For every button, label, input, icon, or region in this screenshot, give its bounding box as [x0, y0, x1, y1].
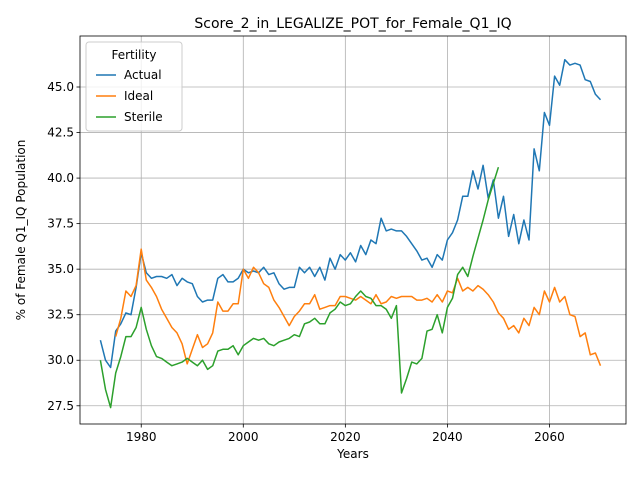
legend-box	[85, 41, 183, 132]
legend-label-sterile: Sterile	[124, 110, 163, 124]
x-tick-label: 2060	[534, 430, 565, 444]
y-tick-label: 45.0	[47, 80, 74, 94]
x-tick-label: 2020	[330, 430, 361, 444]
y-tick-label: 42.5	[47, 126, 74, 140]
y-tick-label: 30.0	[47, 353, 74, 367]
series-line-ideal	[114, 248, 602, 366]
y-tick-label: 40.0	[47, 171, 74, 185]
legend-label-ideal: Ideal	[124, 89, 153, 103]
legend: Fertility Actual Ideal Sterile	[85, 41, 183, 132]
x-tick-label: 1980	[126, 430, 157, 444]
series-line-sterile	[99, 166, 500, 409]
y-tick-label: 27.5	[47, 399, 74, 413]
chart-title: Score_2_in_LEGALIZE_POT_for_Female_Q1_IQ	[194, 16, 511, 32]
y-tick-label: 32.5	[47, 308, 74, 322]
y-axis-label: % of Female Q1_IQ Population	[14, 140, 28, 321]
y-tick-label: 35.0	[47, 262, 74, 276]
plot-frame	[79, 35, 627, 425]
x-axis-label: Years	[336, 447, 369, 461]
legend-label-actual: Actual	[124, 68, 162, 82]
x-tick-label: 2040	[432, 430, 463, 444]
x-axis: 1980 2000 2020 2040 2060	[126, 424, 565, 444]
series-line-actual	[99, 58, 602, 369]
series-layer	[99, 58, 602, 409]
y-axis: 27.5 30.0 32.5 35.0 37.5 40.0 42.5 45.0	[47, 80, 80, 413]
y-tick-label: 37.5	[47, 217, 74, 231]
x-tick-label: 2000	[228, 430, 259, 444]
grid-lines	[80, 36, 626, 424]
legend-title: Fertility	[111, 48, 156, 62]
